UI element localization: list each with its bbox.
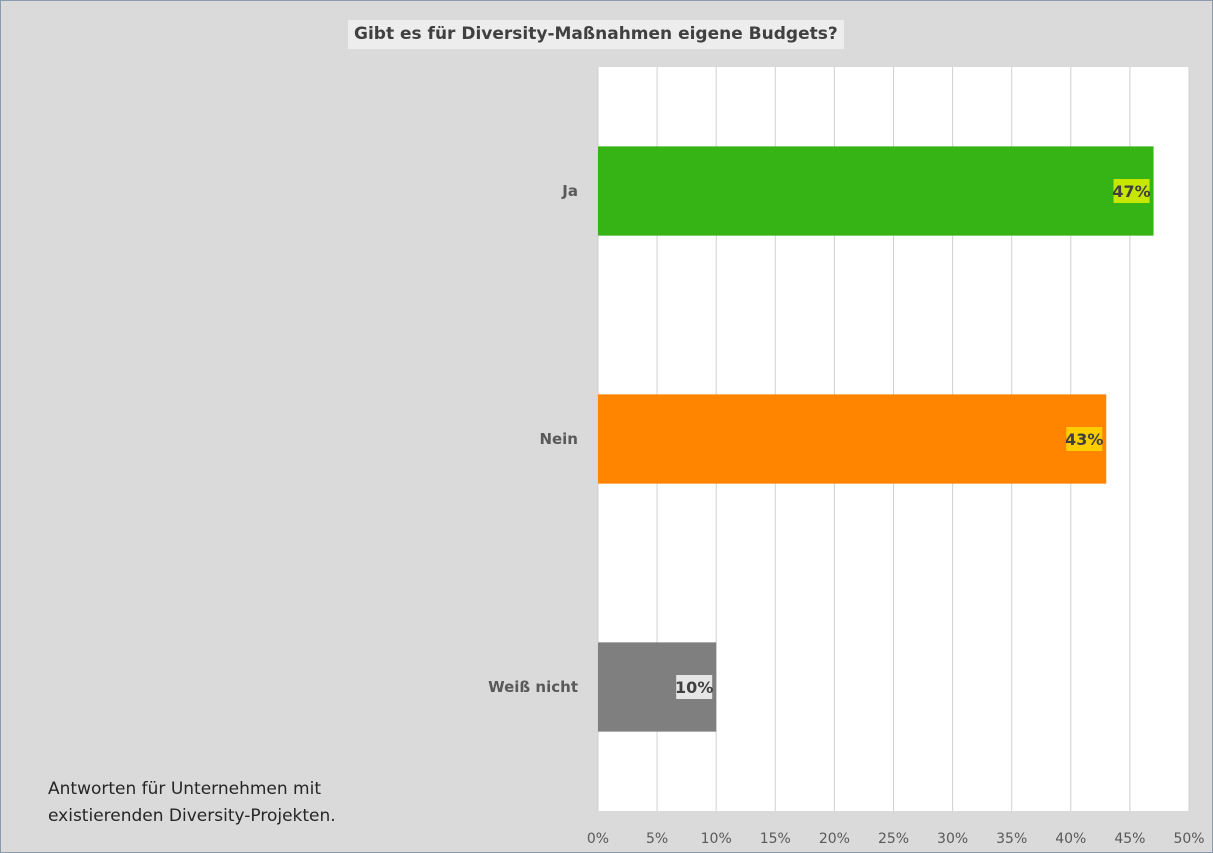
data-label-background — [676, 675, 713, 699]
footnote-line-2: existierenden Diversity-Projekten. — [48, 806, 336, 826]
x-tick-label: 5% — [646, 831, 668, 847]
footnote-line-1: Antworten für Unternehmen mit — [48, 779, 322, 799]
data-label-background — [1066, 427, 1103, 451]
x-tick-label: 25% — [878, 831, 909, 847]
data-label: 47% — [1112, 182, 1150, 201]
category-label: Nein — [539, 430, 578, 448]
x-tick-label: 10% — [701, 831, 732, 847]
x-tick-label: 50% — [1173, 831, 1204, 847]
x-tick-label: 45% — [1114, 831, 1145, 847]
data-label: 43% — [1065, 430, 1103, 449]
category-label: Weiß nicht — [488, 678, 578, 696]
category-label: Ja — [561, 182, 578, 200]
data-label: 10% — [675, 678, 713, 697]
x-tick-labels: 0% 5% 10% 15% 20% 25% 30% 35% 40% 45% 50% — [587, 831, 1205, 847]
x-tick-label: 30% — [937, 831, 968, 847]
x-tick-label: 20% — [819, 831, 850, 847]
category-labels: Ja Nein Weiß nicht — [488, 182, 578, 696]
bar — [598, 146, 1154, 236]
x-tick-label: 0% — [587, 831, 609, 847]
chart-title: Gibt es für Diversity-Maßnahmen eigene B… — [348, 20, 844, 49]
x-tick-label: 15% — [760, 831, 791, 847]
x-tick-label: 40% — [1055, 831, 1086, 847]
x-tick-label: 35% — [996, 831, 1027, 847]
bars: 47% 43% 10% — [598, 146, 1154, 732]
bar — [598, 394, 1107, 484]
footnote: Antworten für Unternehmen mit existieren… — [48, 776, 468, 830]
data-label-background — [1113, 179, 1150, 203]
